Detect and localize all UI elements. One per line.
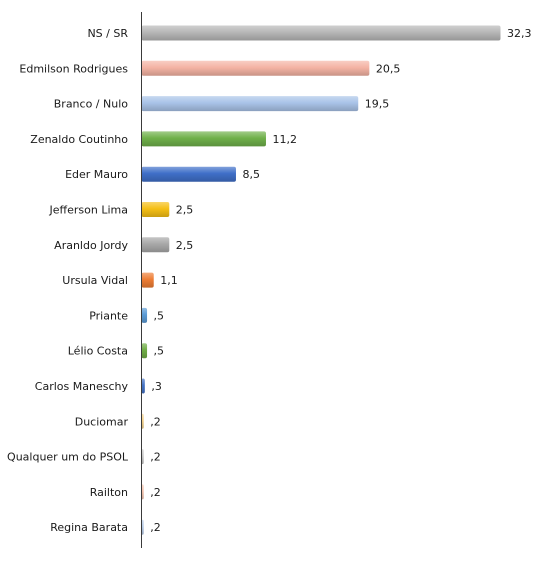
category-label-ursula-vidal: Ursula Vidal bbox=[62, 274, 128, 287]
bar-carlos-maneschy bbox=[141, 378, 145, 394]
category-label-qualquer-um-do-psol: Qualquer um do PSOL bbox=[7, 451, 129, 464]
bar-eder-mauro bbox=[141, 166, 236, 182]
category-label-ns-sr: NS / SR bbox=[87, 27, 128, 40]
category-label-regina-barata: Regina Barata bbox=[50, 521, 128, 534]
bar-zenaldo-coutinho bbox=[141, 131, 266, 147]
bars-group bbox=[141, 25, 501, 535]
value-label-duciomar: ,2 bbox=[150, 415, 161, 428]
value-label-ursula-vidal: 1,1 bbox=[160, 274, 178, 287]
bar-regina-barata bbox=[141, 519, 144, 535]
category-label-carlos-maneschy: Carlos Maneschy bbox=[35, 380, 129, 393]
bar-jefferson-lima bbox=[141, 202, 170, 217]
category-label-aranldo-jordy: Aranldo Jordy bbox=[54, 239, 128, 252]
bar-edmilson-rodrigues bbox=[141, 60, 370, 76]
category-label-lelio-costa: Lélio Costa bbox=[68, 345, 128, 358]
value-label-branco-nulo: 19,5 bbox=[365, 98, 390, 111]
category-label-edmilson-rodrigues: Edmilson Rodrigues bbox=[19, 62, 128, 75]
bar-aranldo-jordy bbox=[141, 237, 170, 253]
category-label-priante: Priante bbox=[89, 309, 128, 322]
value-label-edmilson-rodrigues: 20,5 bbox=[376, 62, 401, 75]
labels-group: NS / SR 32,3 Edmilson Rodrigues 20,5 Branco … bbox=[7, 27, 531, 534]
bar-ns-sr bbox=[141, 25, 501, 41]
bar-branco-nulo bbox=[141, 96, 359, 112]
value-label-carlos-maneschy: ,3 bbox=[151, 380, 162, 393]
value-label-eder-mauro: 8,5 bbox=[242, 168, 260, 181]
bar-qualquer-um-do-psol bbox=[141, 449, 144, 465]
bar-lelio-costa bbox=[141, 343, 148, 359]
value-label-railton: ,2 bbox=[150, 486, 161, 499]
bar-duciomar bbox=[141, 413, 144, 429]
value-label-regina-barata: ,2 bbox=[150, 521, 161, 534]
category-label-duciomar: Duciomar bbox=[75, 415, 129, 428]
value-label-aranldo-jordy: 2,5 bbox=[176, 239, 194, 252]
category-label-branco-nulo: Branco / Nulo bbox=[54, 98, 129, 111]
bar-ursula-vidal bbox=[141, 272, 154, 288]
category-label-zenaldo-coutinho: Zenaldo Coutinho bbox=[30, 133, 128, 146]
category-label-eder-mauro: Eder Mauro bbox=[65, 168, 128, 181]
bar-priante bbox=[141, 307, 148, 323]
value-label-priante: ,5 bbox=[154, 309, 165, 322]
value-label-jefferson-lima: 2,5 bbox=[176, 204, 194, 217]
value-label-lelio-costa: ,5 bbox=[154, 345, 165, 358]
value-label-zenaldo-coutinho: 11,2 bbox=[272, 133, 297, 146]
value-label-ns-sr: 32,3 bbox=[507, 27, 532, 40]
value-label-qualquer-um-do-psol: ,2 bbox=[150, 451, 161, 464]
bar-railton bbox=[141, 484, 144, 500]
category-label-railton: Railton bbox=[90, 486, 128, 499]
category-label-jefferson-lima: Jefferson Lima bbox=[49, 204, 128, 217]
